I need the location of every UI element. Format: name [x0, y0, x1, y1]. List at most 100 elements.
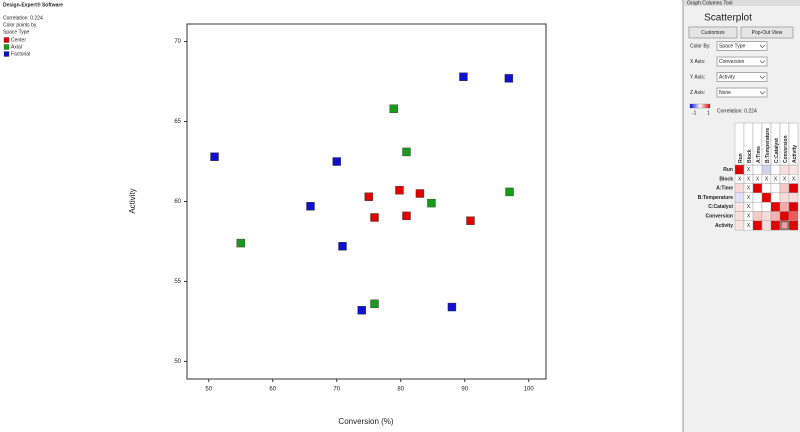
panel-correlation: Correlation: 0.224: [717, 108, 757, 114]
colorbar: [689, 103, 711, 109]
cell-text: X: [747, 167, 751, 173]
matrix-cell[interactable]: [779, 164, 790, 175]
point: [389, 104, 398, 113]
matrix-cell[interactable]: [788, 192, 799, 203]
dropdown-arrow: [759, 44, 766, 48]
cell-text: X: [747, 213, 751, 219]
dropdown[interactable]: [716, 41, 768, 51]
cell-text: X: [783, 176, 787, 182]
matrix-cell[interactable]: [788, 164, 799, 175]
matrix-cell[interactable]: [761, 220, 772, 231]
x-tick-label: 100: [524, 387, 535, 393]
selected-cell: [780, 221, 789, 230]
point: [505, 187, 514, 197]
matrix-cell[interactable]: [788, 211, 799, 222]
color-note: Color points by: [3, 22, 37, 28]
control-label: Z Axis:: [690, 90, 705, 96]
control-label: X Axis:: [690, 59, 705, 65]
dropdown-arrow: [759, 60, 766, 64]
point: [236, 238, 245, 248]
matrix-cell[interactable]: [761, 183, 772, 194]
matrix-cell[interactable]: [734, 220, 745, 231]
matrix-cell[interactable]: [752, 183, 763, 194]
colorbar-max: 1: [707, 110, 710, 116]
legend-swatch: [3, 44, 10, 50]
matrix-cell[interactable]: [734, 192, 745, 203]
matrix-cell[interactable]: [779, 192, 790, 203]
x-tick-label: 90: [461, 387, 468, 393]
tool-title-bar: [684, 0, 800, 6]
button[interactable]: [688, 26, 738, 39]
matrix-cell[interactable]: [788, 183, 799, 194]
matrix-cell[interactable]: [761, 201, 772, 212]
matrix-cell[interactable]: [752, 220, 763, 231]
point: [415, 189, 425, 198]
matrix-cell[interactable]: [761, 192, 772, 203]
button-label: Customize: [701, 30, 725, 36]
control-label: Y Axis:: [690, 74, 705, 80]
matrix-cell[interactable]: [752, 201, 763, 212]
row-label: Block: [719, 176, 733, 182]
dropdown-value: Space Type: [719, 43, 746, 49]
matrix-cell[interactable]: [788, 201, 799, 212]
matrix-cell[interactable]: [752, 211, 763, 222]
x-tick-label: 70: [333, 387, 340, 393]
matrix-cell[interactable]: [770, 183, 781, 194]
column-label: B:Temperature: [765, 128, 771, 163]
matrix-cell[interactable]: [770, 220, 781, 231]
matrix-cell[interactable]: [734, 201, 745, 212]
row-label: Activity: [715, 223, 733, 229]
matrix-cell[interactable]: [770, 164, 781, 175]
legend-label: Factorial: [11, 51, 30, 57]
point: [504, 74, 514, 83]
point: [332, 157, 341, 166]
cell-text: X: [747, 186, 751, 192]
legend-swatch: [3, 51, 10, 57]
column-label: Activity: [792, 145, 798, 163]
x-tick-label: 60: [269, 387, 276, 393]
row-label: C:Catalyst: [708, 204, 733, 210]
cell-text: X: [765, 176, 769, 182]
graph-area: [0, 0, 683, 432]
cell-text: X: [738, 176, 742, 182]
button[interactable]: [740, 26, 794, 39]
column-label: C:Catalyst: [774, 138, 780, 163]
matrix-cell[interactable]: [779, 183, 790, 194]
matrix-cell[interactable]: [770, 211, 781, 222]
matrix-cell[interactable]: [734, 183, 745, 194]
matrix-cell[interactable]: [734, 164, 745, 175]
y-axis-title: Activity: [128, 188, 137, 213]
column-label: Block: [747, 149, 753, 163]
point: [447, 302, 457, 312]
matrix-cell[interactable]: [779, 201, 790, 212]
point: [364, 192, 373, 201]
matrix-cell[interactable]: [770, 201, 781, 212]
row-label: Run: [723, 167, 733, 173]
cell-text: X: [774, 176, 778, 182]
matrix-cell[interactable]: [770, 192, 781, 203]
point: [338, 242, 347, 251]
cell-text: X: [756, 176, 760, 182]
matrix-cell[interactable]: [752, 192, 763, 203]
dropdown-value: None: [719, 90, 731, 96]
matrix-cell[interactable]: [752, 164, 763, 175]
cell-text: X: [747, 204, 751, 210]
dropdown[interactable]: [716, 72, 768, 82]
matrix-cell[interactable]: [779, 211, 790, 222]
dropdown[interactable]: [716, 87, 768, 98]
panel-title: Scatterplot: [704, 13, 752, 24]
matrix-cell[interactable]: [761, 211, 772, 222]
colorbar-min: -1: [692, 110, 697, 116]
color-by-note: Space Type: [3, 29, 30, 35]
matrix-cell[interactable]: [761, 164, 772, 175]
dropdown[interactable]: [716, 56, 768, 67]
correlation-note: Correlation: 0.224: [3, 15, 43, 21]
tool-title: Graph Columns Tool: [687, 0, 733, 6]
matrix-cell[interactable]: [788, 220, 799, 231]
x-tick-label: 80: [397, 387, 404, 393]
row-label: B:Temperature: [698, 195, 733, 201]
column-label: Conversion: [783, 135, 789, 163]
matrix-cell[interactable]: [734, 211, 745, 222]
point: [306, 202, 315, 211]
x-axis-title: Conversion (%): [338, 417, 393, 426]
